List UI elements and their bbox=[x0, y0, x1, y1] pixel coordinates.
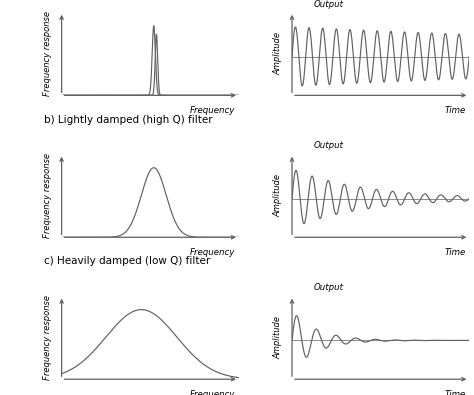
Text: c) Heavily damped (low Q) filter: c) Heavily damped (low Q) filter bbox=[44, 256, 210, 267]
Text: Frequency: Frequency bbox=[190, 390, 235, 395]
Text: Frequency response: Frequency response bbox=[43, 153, 52, 238]
Text: Frequency: Frequency bbox=[190, 106, 235, 115]
Text: Frequency response: Frequency response bbox=[43, 295, 52, 380]
Text: Output: Output bbox=[313, 141, 343, 150]
Text: Output: Output bbox=[313, 283, 343, 292]
Text: Amplitude: Amplitude bbox=[273, 174, 283, 217]
Text: Amplitude: Amplitude bbox=[273, 32, 283, 75]
Text: Frequency: Frequency bbox=[190, 248, 235, 257]
Text: Time: Time bbox=[445, 248, 466, 257]
Text: Time: Time bbox=[445, 390, 466, 395]
Text: Time: Time bbox=[445, 106, 466, 115]
Text: Amplitude: Amplitude bbox=[273, 316, 283, 359]
Text: Frequency response: Frequency response bbox=[43, 11, 52, 96]
Text: Output: Output bbox=[313, 0, 343, 9]
Text: b) Lightly damped (high Q) filter: b) Lightly damped (high Q) filter bbox=[44, 115, 212, 124]
